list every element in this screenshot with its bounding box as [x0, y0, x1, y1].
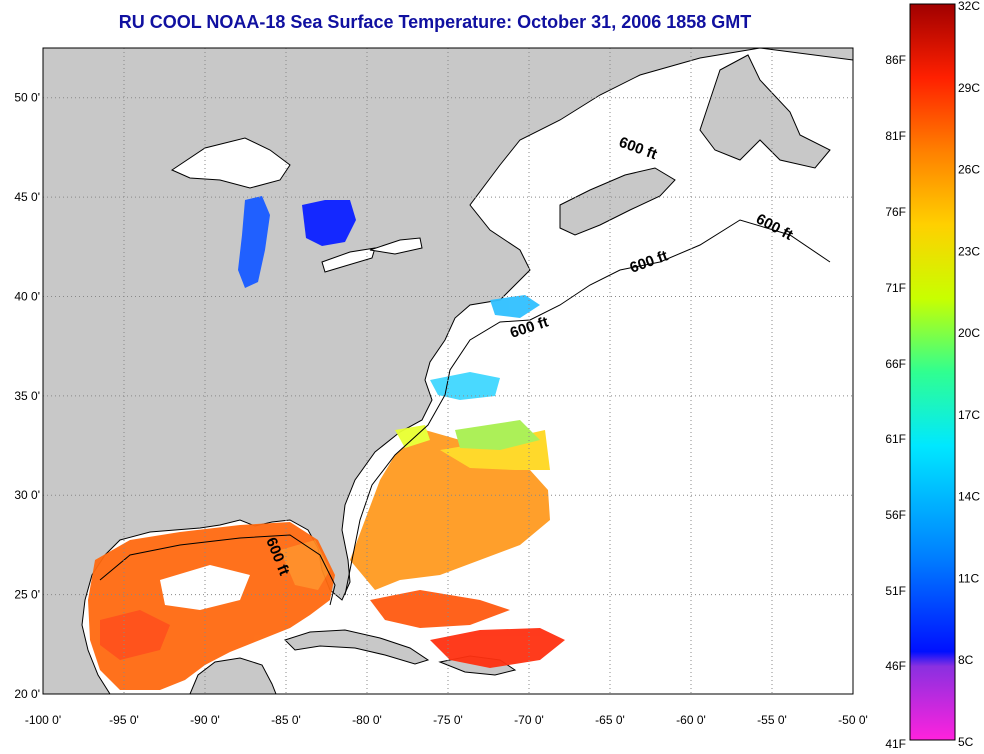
colorbar-fahrenheit-label: 86F [885, 53, 906, 67]
x-tick-label: -55 0' [757, 713, 787, 727]
colorbar-gradient [909, 3, 956, 741]
y-axis-ticks: 20 0' 25 0' 30 0' 35 0' 40 0' 45 0' 50 0' [14, 91, 40, 701]
contour-label-600ft: 600 ft [617, 134, 660, 163]
x-axis-ticks: -100 0' -95 0' -90 0' -85 0' -80 0' -75 0' -70… [25, 713, 868, 727]
colorbar-fahrenheit-label: 81F [885, 129, 906, 143]
colorbar-celsius-label: 14C [958, 490, 980, 504]
y-tick-label: 50 0' [14, 91, 40, 105]
colorbar-fahrenheit-label: 51F [885, 584, 906, 598]
x-tick-label: -95 0' [109, 713, 139, 727]
x-tick-label: -65 0' [595, 713, 625, 727]
contour-label-600ft: 600 ft [753, 211, 796, 244]
land-nova-scotia [559, 167, 676, 236]
y-tick-label: 30 0' [14, 488, 40, 502]
x-tick-label: -80 0' [352, 713, 382, 727]
colorbar-celsius-label: 32C [958, 0, 980, 13]
sst-atlantic-south [350, 295, 565, 668]
x-tick-label: -70 0' [514, 713, 544, 727]
colorbar-celsius-labels: 32C 29C 26C 23C 20C 17C 14C 11C 8C 5C [958, 0, 980, 749]
map-frame [42, 47, 854, 695]
sst-gulf-of-mexico [88, 522, 335, 690]
colorbar-fahrenheit-label: 71F [885, 281, 906, 295]
land-yucatan [189, 657, 277, 694]
y-tick-label: 35 0' [14, 389, 40, 403]
x-tick-label: -50 0' [838, 713, 868, 727]
x-tick-label: -60 0' [676, 713, 706, 727]
colorbar-celsius-label: 29C [958, 81, 980, 95]
colorbar-fahrenheit-label: 76F [885, 205, 906, 219]
colorbar-fahrenheit-label: 66F [885, 357, 906, 371]
x-tick-label: -90 0' [190, 713, 220, 727]
contour-label-600ft: 600 ft [628, 247, 671, 276]
x-tick-label: -85 0' [271, 713, 301, 727]
x-tick-label: -100 0' [25, 713, 61, 727]
y-tick-label: 25 0' [14, 588, 40, 602]
y-tick-label: 20 0' [14, 687, 40, 701]
colorbar-fahrenheit-labels: 86F 81F 76F 71F 66F 61F 56F 51F 46F 41F [885, 53, 906, 751]
colorbar-fahrenheit-label: 61F [885, 432, 906, 446]
x-tick-label: -75 0' [433, 713, 463, 727]
map-title: RU COOL NOAA-18 Sea Surface Temperature:… [118, 12, 752, 32]
great-lakes [170, 137, 423, 288]
colorbar-celsius-label: 26C [958, 163, 980, 177]
colorbar-celsius-label: 8C [958, 653, 974, 667]
colorbar-celsius-label: 17C [958, 408, 980, 422]
land-cuba [284, 629, 430, 665]
colorbar-celsius-label: 11C [958, 571, 979, 585]
land-newfoundland [699, 54, 831, 169]
colorbar-fahrenheit-label: 41F [885, 737, 906, 751]
colorbar-fahrenheit-label: 46F [885, 659, 906, 673]
contour-label-600ft: 600 ft [508, 314, 551, 342]
y-tick-label: 40 0' [14, 289, 40, 303]
isobath-600ft [99, 219, 831, 606]
y-tick-label: 45 0' [14, 190, 40, 204]
colorbar: 32C 29C 26C 23C 20C 17C 14C 11C 8C 5C 86F 81F 76F 71… [885, 0, 980, 751]
colorbar-celsius-label: 20C [958, 326, 980, 340]
colorbar-fahrenheit-label: 56F [885, 508, 906, 522]
graticule [43, 48, 853, 694]
colorbar-celsius-label: 23C [958, 244, 980, 258]
colorbar-celsius-label: 5C [958, 735, 974, 749]
